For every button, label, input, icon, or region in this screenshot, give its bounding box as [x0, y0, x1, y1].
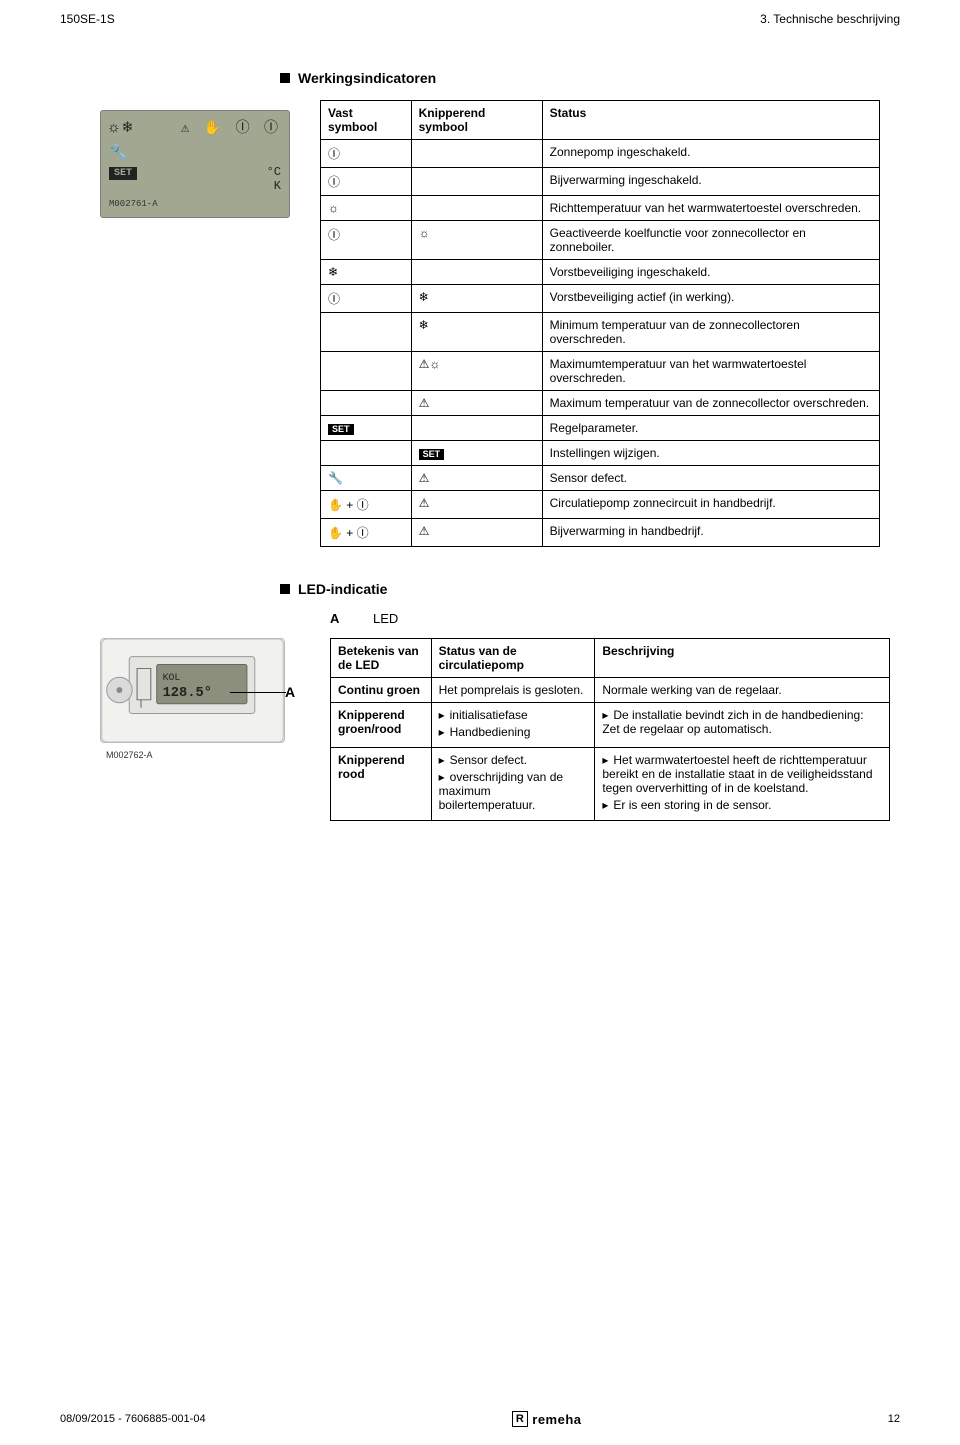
device-model-label: M002762-A — [106, 750, 300, 760]
led-th-2: Beschrijving — [595, 639, 890, 678]
callout-a: A — [285, 684, 295, 700]
footer-logo: R remeha — [512, 1411, 582, 1427]
table-row: Knipperend roodSensor defect.overschrijd… — [331, 748, 890, 821]
sym-th-1: Knipperend symbool — [411, 101, 542, 140]
table-row: ❄Vorstbeveiliging ingeschakeld. — [321, 260, 880, 285]
page-footer: 08/09/2015 - 7606885-001-04 R remeha 12 — [60, 1411, 900, 1427]
led-legend-key: A — [330, 611, 339, 626]
table-row: Ⓘ❄Vorstbeveiliging actief (in werking). — [321, 285, 880, 313]
table-row: ✋ + Ⓘ⚠Bijverwarming in handbedrijf. — [321, 519, 880, 547]
table-row: Knipperend groen/roodinitialisatiefaseHa… — [331, 703, 890, 748]
svg-text:128.5°: 128.5° — [163, 685, 212, 701]
led-th-0: Betekenis van de LED — [331, 639, 432, 678]
footer-left: 08/09/2015 - 7606885-001-04 — [60, 1413, 206, 1425]
table-row: ✋ + Ⓘ⚠Circulatiepomp zonnecircuit in han… — [321, 491, 880, 519]
warn-icon: ⚠ — [181, 121, 192, 137]
k-label: K — [267, 179, 281, 193]
table-row: ⚠Maximum temperatuur van de zonnecollect… — [321, 391, 880, 416]
lcd-model-label: M002761-A — [109, 199, 281, 209]
symbol-table: Vast symbool Knipperend symbool Status Ⓘ… — [320, 100, 880, 547]
led-legend-val: LED — [373, 611, 398, 626]
section2-title: LED-indicatie — [280, 581, 900, 597]
device-illustration: KOL 128.5° A M002762-A — [100, 638, 300, 760]
footer-page: 12 — [888, 1413, 900, 1425]
svg-text:KOL: KOL — [163, 672, 181, 683]
logo-text: remeha — [532, 1412, 581, 1427]
table-row: ⚠☼Maximumtemperatuur van het warmwaterto… — [321, 352, 880, 391]
table-row: 🔧⚠Sensor defect. — [321, 466, 880, 491]
sym-th-0: Vast symbool — [321, 101, 412, 140]
hand-icon: ✋ — [204, 121, 224, 137]
wrench-icon: 🔧 — [109, 143, 129, 163]
table-row: ☼Richttemperatuur van het warmwatertoest… — [321, 196, 880, 221]
lcd-panel: ☼❄ ⚠ ✋ Ⓘ Ⓘ 🔧 SET °C K M00276 — [100, 110, 290, 218]
sym-th-2: Status — [542, 101, 879, 140]
led-th-1: Status van de circulatiepomp — [431, 639, 595, 678]
table-row: ❄Minimum temperatuur van de zonnecollect… — [321, 313, 880, 352]
logo-r-icon: R — [512, 1411, 528, 1427]
header-right: 3. Technische beschrijving — [760, 12, 900, 26]
callout-line — [230, 692, 286, 693]
set-badge: SET — [109, 167, 137, 180]
table-row: ⒾBijverwarming ingeschakeld. — [321, 168, 880, 196]
deg-c-label: °C — [267, 165, 281, 179]
table-row: Continu groenHet pomprelais is gesloten.… — [331, 678, 890, 703]
table-row: SETRegelparameter. — [321, 416, 880, 441]
sun-icon: ☼ — [109, 119, 123, 137]
header-left: 150SE-1S — [60, 12, 115, 26]
section1-title: Werkingsindicatoren — [280, 70, 900, 86]
one-icon: Ⓘ — [264, 121, 281, 137]
led-table: Betekenis van de LED Status van de circu… — [330, 638, 890, 821]
snow-icon: ❄ — [123, 119, 137, 137]
table-row: Ⓘ☼Geactiveerde koelfunctie voor zonnecol… — [321, 221, 880, 260]
led-legend: A LED — [330, 611, 900, 626]
table-row: ⒾZonnepomp ingeschakeld. — [321, 140, 880, 168]
two-icon: Ⓘ — [236, 121, 253, 137]
table-row: SETInstellingen wijzigen. — [321, 441, 880, 466]
